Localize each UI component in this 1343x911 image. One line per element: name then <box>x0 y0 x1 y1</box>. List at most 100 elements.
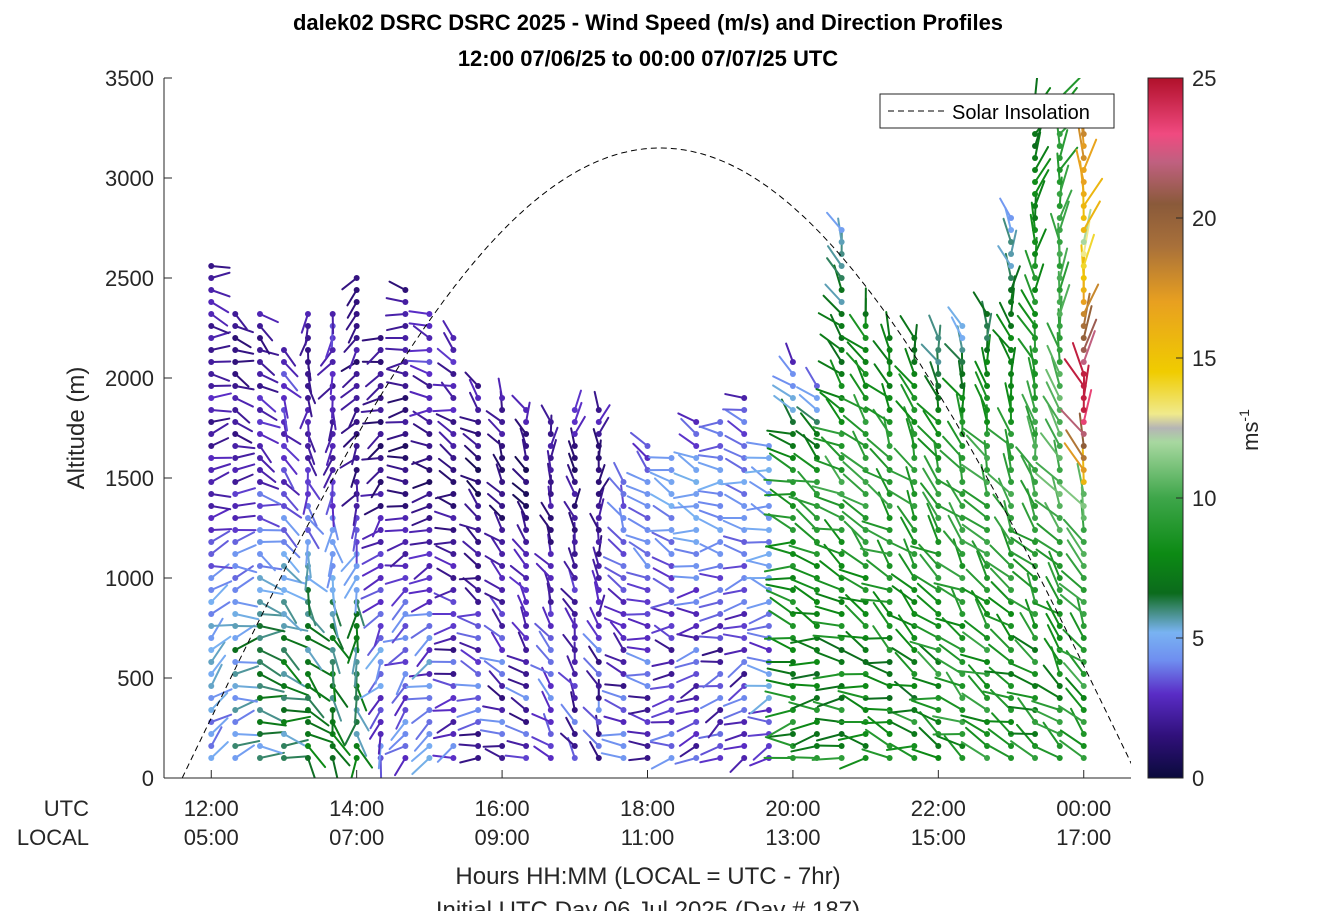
wind-barb-shaft <box>927 514 940 543</box>
wind-barb-shaft <box>234 531 256 543</box>
wind-barb-shaft <box>936 585 964 603</box>
wind-barb-dot <box>717 635 724 641</box>
wind-barb-shaft <box>909 640 940 651</box>
wind-barb-shaft <box>234 502 256 507</box>
wind-barb-dot <box>402 575 409 581</box>
wind-barb-dot <box>304 683 311 689</box>
wind-barb-dot <box>426 707 433 713</box>
wind-barb-shaft <box>750 503 770 519</box>
wind-barb-shaft <box>1034 158 1052 183</box>
wind-barb-dot <box>595 599 602 605</box>
wind-barb-dot <box>595 707 602 713</box>
wind-barb-dot <box>256 383 263 389</box>
wind-barb-dot <box>1008 239 1015 245</box>
wind-barb-shaft <box>1048 550 1061 579</box>
wind-barb-dot <box>523 503 530 509</box>
wind-barb-shaft <box>331 649 341 675</box>
wind-barb-dot <box>475 551 482 557</box>
wind-barb-shaft <box>306 529 320 550</box>
wind-barb-dot <box>984 659 991 665</box>
wind-barb-shaft <box>894 651 916 675</box>
wind-barb-dot <box>862 647 869 653</box>
wind-barb-dot <box>377 659 384 665</box>
wind-barb-dot <box>1080 143 1087 149</box>
wind-barb-dot <box>329 539 336 545</box>
wind-barb-shaft <box>210 392 232 399</box>
wind-barb-shaft <box>434 589 455 599</box>
wind-barb-dot <box>765 719 772 725</box>
wind-barb-dot <box>353 587 360 593</box>
wind-barb-shaft <box>513 548 528 567</box>
wind-barb-dot <box>402 539 409 545</box>
wind-barb-shaft <box>916 402 940 423</box>
wind-barb-dot <box>984 503 991 509</box>
wind-barb-dot <box>402 431 409 437</box>
wind-barb-dot <box>862 551 869 557</box>
wind-barb-dot <box>1032 695 1039 701</box>
wind-barb-shaft <box>747 625 770 631</box>
wind-barb-dot <box>813 731 820 737</box>
wind-barb-shaft <box>1060 409 1085 435</box>
wind-barb-dot <box>1080 479 1087 485</box>
wind-barb-shaft <box>869 448 891 471</box>
wind-barb-dot <box>475 623 482 629</box>
wind-barb-dot <box>475 599 482 605</box>
wind-barb-shaft <box>746 664 770 675</box>
wind-barb-dot <box>450 383 457 389</box>
wind-barb-dot <box>232 371 239 377</box>
wind-barb-shaft <box>747 716 770 723</box>
wind-barb-dot <box>377 335 384 341</box>
wind-barb-shaft <box>234 433 253 444</box>
wind-barb-dot <box>304 623 311 629</box>
wind-barb-shaft <box>705 709 722 724</box>
wind-barb-dot <box>741 419 748 425</box>
wind-barb-shaft <box>788 683 818 687</box>
wind-barb-dot <box>620 563 627 569</box>
wind-barb-dot <box>1008 563 1015 569</box>
wind-barb-shaft <box>652 577 673 591</box>
wind-barb-shaft <box>384 529 407 533</box>
wind-barb-shaft <box>859 547 891 555</box>
wind-barb-shaft <box>482 705 504 711</box>
wind-barb-dot <box>377 383 384 389</box>
x-tick-label-local: 07:00 <box>329 825 384 850</box>
wind-barb-dot <box>1056 383 1063 389</box>
wind-barb-shaft <box>860 598 891 603</box>
wind-barb-dot <box>1032 275 1039 281</box>
wind-barb-dot <box>353 467 360 473</box>
wind-barb-dot <box>741 707 748 713</box>
wind-barb-shaft <box>438 431 455 447</box>
wind-barb-dot <box>886 527 893 533</box>
wind-barb-dot <box>595 695 602 701</box>
wind-barb-shaft <box>772 384 794 399</box>
wind-barb-shaft <box>468 488 480 507</box>
wind-barb-shaft <box>749 757 770 767</box>
wind-barb-dot <box>862 371 869 377</box>
wind-barb-dot <box>256 707 263 713</box>
wind-barb-shaft <box>322 457 334 476</box>
wind-barb-shaft <box>507 678 528 687</box>
wind-barb-dot <box>595 419 602 425</box>
wind-barb-dot <box>208 491 215 497</box>
wind-barb-shaft <box>282 685 310 697</box>
wind-barb-shaft <box>542 713 552 735</box>
wind-barb-shaft <box>840 574 867 591</box>
wind-barb-shaft <box>748 613 770 625</box>
wind-barb-shaft <box>724 483 746 495</box>
wind-barb-dot <box>668 755 675 761</box>
wind-barb-dot <box>450 419 457 425</box>
wind-barb-dot <box>886 563 893 569</box>
wind-barb-shaft <box>1061 570 1085 591</box>
wind-barb-shaft <box>282 445 300 462</box>
wind-barb-dot <box>838 287 845 293</box>
wind-barb-shaft <box>234 565 254 579</box>
wind-barb-shaft <box>377 733 382 755</box>
wind-barb-shaft <box>456 632 480 639</box>
wind-barb-dot <box>208 503 215 509</box>
wind-barb-dot <box>426 323 433 329</box>
wind-barb-dot <box>1056 215 1063 221</box>
wind-barb-dot <box>717 743 724 749</box>
wind-barb-shaft <box>534 553 552 567</box>
wind-barb-dot <box>208 743 215 749</box>
wind-barb-shaft <box>648 456 673 459</box>
